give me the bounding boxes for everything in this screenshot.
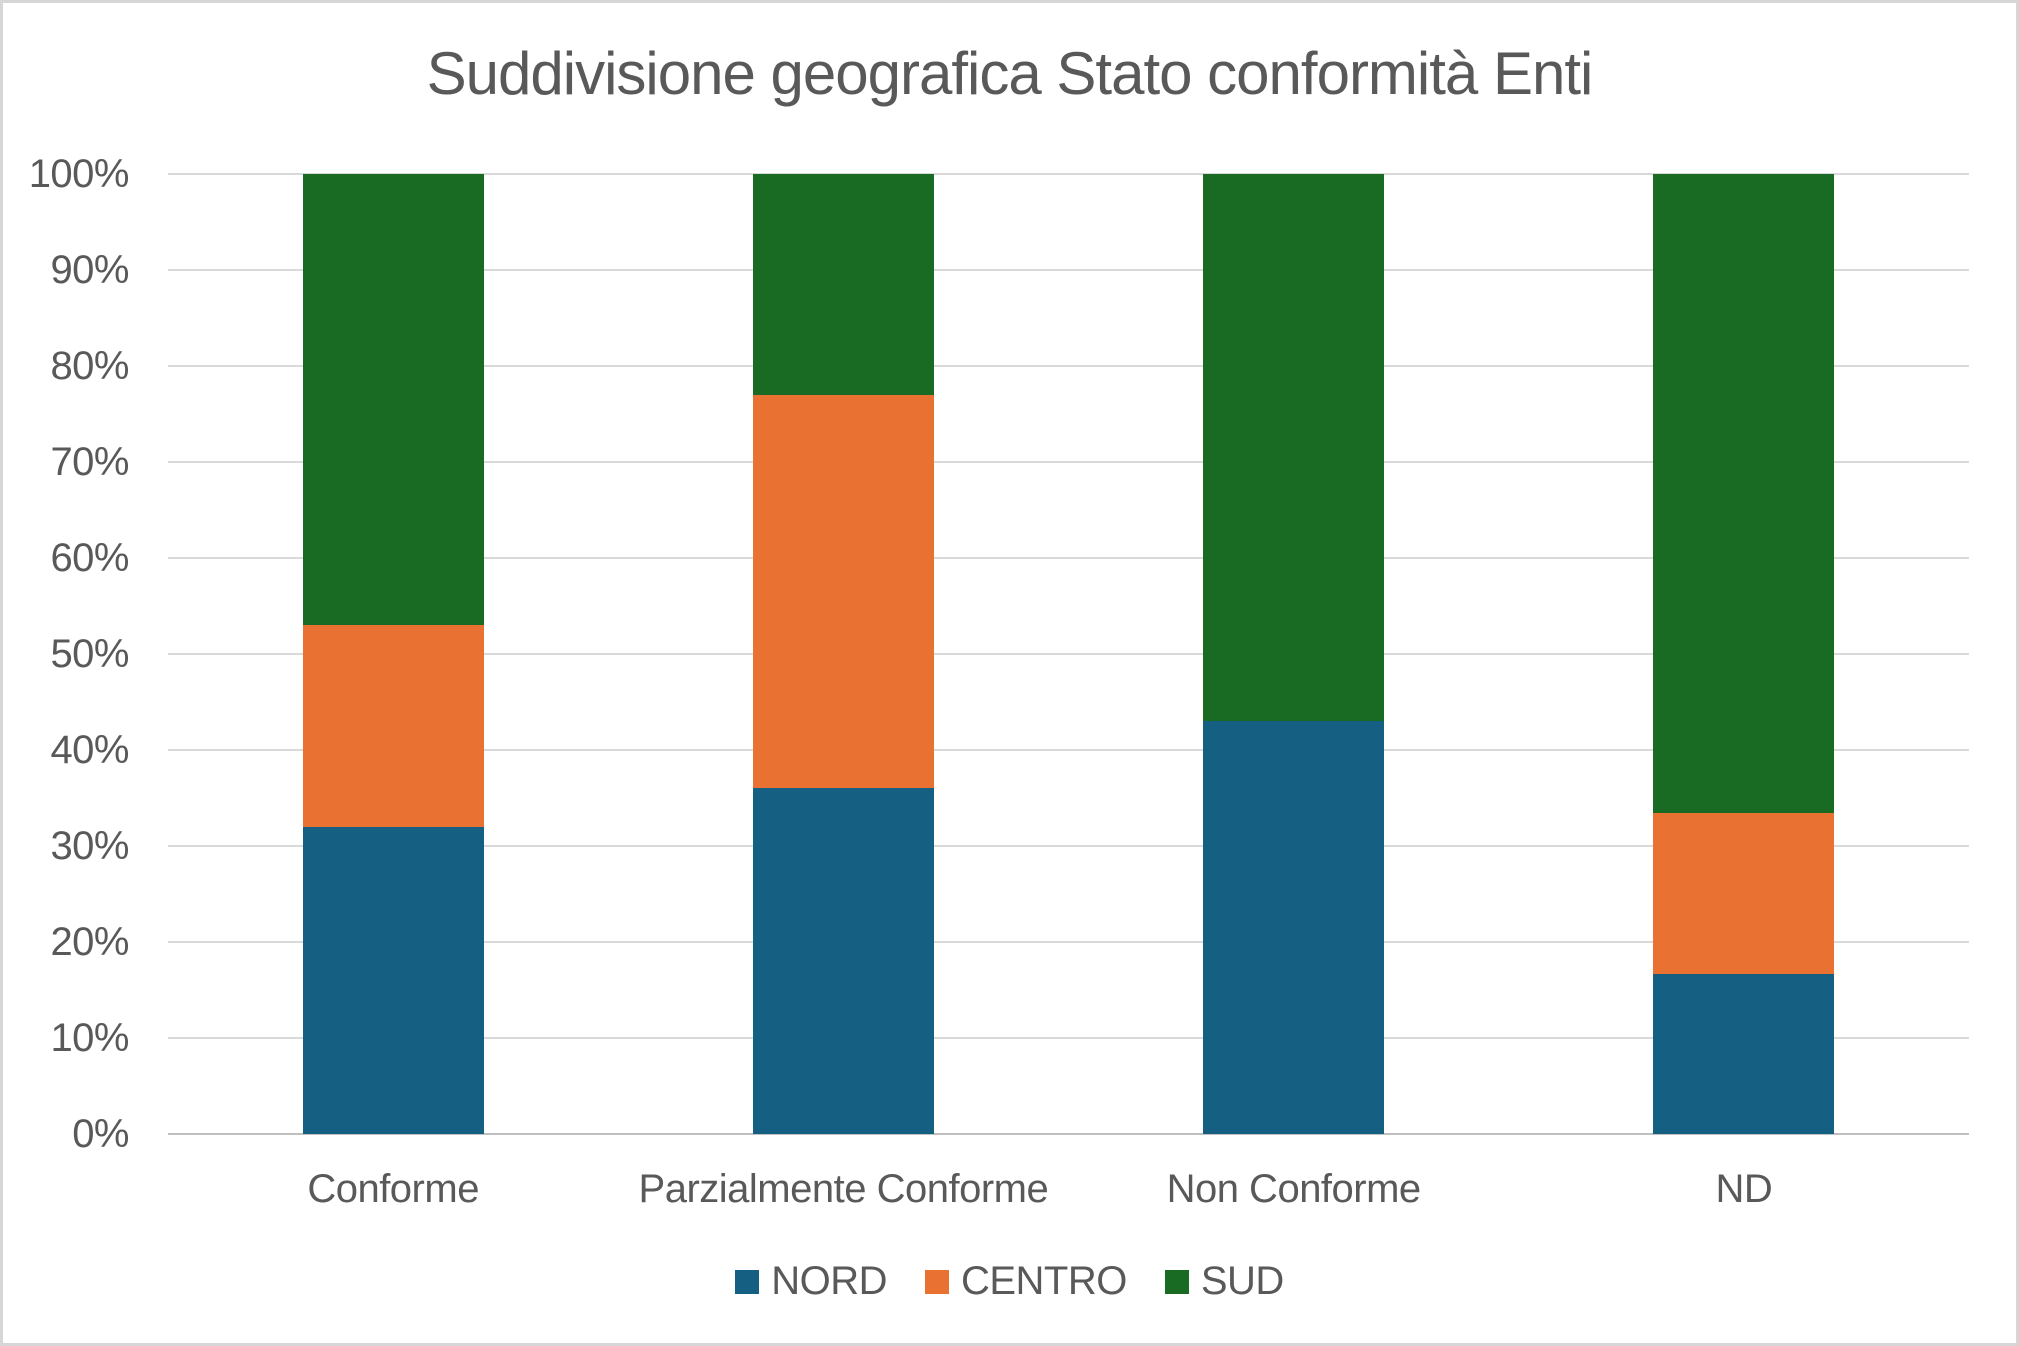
- y-tick-label-0-: 0%: [72, 1112, 129, 1156]
- legend-label-nord: NORD: [771, 1259, 887, 1303]
- x-axis-label-conforme: Conforme: [307, 1167, 479, 1211]
- y-tick-label-70-: 70%: [50, 440, 129, 484]
- bar-non-conforme: [1203, 174, 1385, 1134]
- y-tick-label-60-: 60%: [50, 536, 129, 580]
- bar-segment-nd-sud: [1653, 174, 1835, 814]
- legend-item-sud: SUD: [1164, 1259, 1284, 1304]
- legend-label-sud: SUD: [1200, 1259, 1284, 1303]
- gridline-10-: [168, 1037, 1969, 1039]
- gridline-80-: [168, 365, 1969, 367]
- x-axis-label-parzialmente-conforme: Parzialmente Conforme: [638, 1167, 1049, 1211]
- y-tick-label-100-: 100%: [28, 152, 130, 196]
- legend: NORD CENTRO SUD: [3, 1259, 2016, 1304]
- bar-segment-non-conforme-sud: [1203, 174, 1385, 722]
- x-axis-labels: Conforme Parzialmente Conforme Non Conform…: [168, 1164, 1969, 1214]
- legend-item-nord: NORD: [735, 1259, 887, 1304]
- bar-segment-conforme-centro: [302, 625, 484, 827]
- y-tick-label-50-: 50%: [50, 632, 129, 676]
- gridline-50-: [168, 653, 1969, 655]
- gridline-90-: [168, 269, 1969, 271]
- y-tick-label-80-: 80%: [50, 344, 129, 388]
- chart-title: Suddivisione geografica Stato conformità…: [426, 40, 1594, 107]
- bar-conforme: [302, 174, 484, 1134]
- gridline-20-: [168, 941, 1969, 943]
- x-axis-label-nd: ND: [1715, 1167, 1773, 1211]
- y-tick-label-30-: 30%: [50, 824, 129, 868]
- bar-segment-non-conforme-nord: [1203, 721, 1385, 1134]
- legend-label-centro: CENTRO: [960, 1259, 1127, 1303]
- legend-swatch-icon-nord: [735, 1269, 760, 1294]
- bar-segment-parzialmente-conforme-nord: [752, 788, 934, 1134]
- bar-segment-conforme-nord: [302, 826, 484, 1134]
- gridline-60-: [168, 557, 1969, 559]
- x-axis-label-non-conforme: Non Conforme: [1166, 1167, 1422, 1211]
- legend-swatch-icon-centro: [924, 1269, 949, 1294]
- y-tick-label-40-: 40%: [50, 728, 129, 772]
- bar-segment-nd-centro: [1653, 813, 1835, 974]
- y-tick-label-90-: 90%: [50, 248, 129, 292]
- bar-segment-parzialmente-conforme-centro: [752, 394, 934, 789]
- gridline-40-: [168, 749, 1969, 751]
- bar-segment-parzialmente-conforme-sud: [752, 174, 934, 395]
- gridline-100-: [168, 173, 1969, 175]
- y-axis-labels: 0% 10% 20% 30% 40% 50% 60% 70% 80% 90% 100%: [3, 152, 130, 1156]
- bar-parzialmente-conforme: [752, 174, 934, 1134]
- x-axis-line: [168, 1133, 1969, 1135]
- bar-segment-conforme-sud: [302, 174, 484, 626]
- plot-area: [168, 173, 1969, 1135]
- y-tick-label-20-: 20%: [50, 920, 129, 964]
- legend-swatch-icon-sud: [1164, 1269, 1189, 1294]
- legend-item-centro: CENTRO: [924, 1259, 1127, 1304]
- bar-segment-nd-nord: [1653, 973, 1835, 1134]
- bar-nd: [1653, 174, 1835, 1134]
- y-tick-label-10-: 10%: [50, 1016, 129, 1060]
- gridline-70-: [168, 461, 1969, 463]
- gridline-30-: [168, 845, 1969, 847]
